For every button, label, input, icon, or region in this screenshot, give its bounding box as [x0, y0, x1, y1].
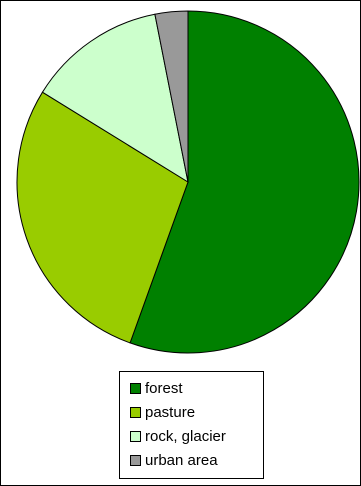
legend-swatch-pasture: [130, 406, 141, 418]
legend-label-urban-area: urban area: [145, 451, 218, 469]
legend-label-pasture: pasture: [145, 403, 196, 421]
legend-label-forest: forest: [145, 379, 183, 397]
legend-swatch-urban-area: [130, 454, 141, 466]
pie-slice-rock-glacier: [41, 13, 189, 184]
legend-swatch-forest: [130, 382, 141, 394]
legend: forest pasture rock, glacier urban area: [119, 371, 264, 479]
legend-item-forest: forest: [120, 376, 263, 400]
legend-item-pasture: pasture: [120, 400, 263, 424]
pie-slice-urban-area: [154, 10, 189, 183]
pie-slice-forest: [129, 10, 360, 354]
legend-label-rock-glacier: rock, glacier: [145, 427, 226, 445]
legend-item-urban-area: urban area: [120, 448, 263, 472]
legend-item-rock-glacier: rock, glacier: [120, 424, 263, 448]
pie-slice-pasture: [16, 91, 189, 344]
legend-swatch-rock-glacier: [130, 430, 141, 442]
